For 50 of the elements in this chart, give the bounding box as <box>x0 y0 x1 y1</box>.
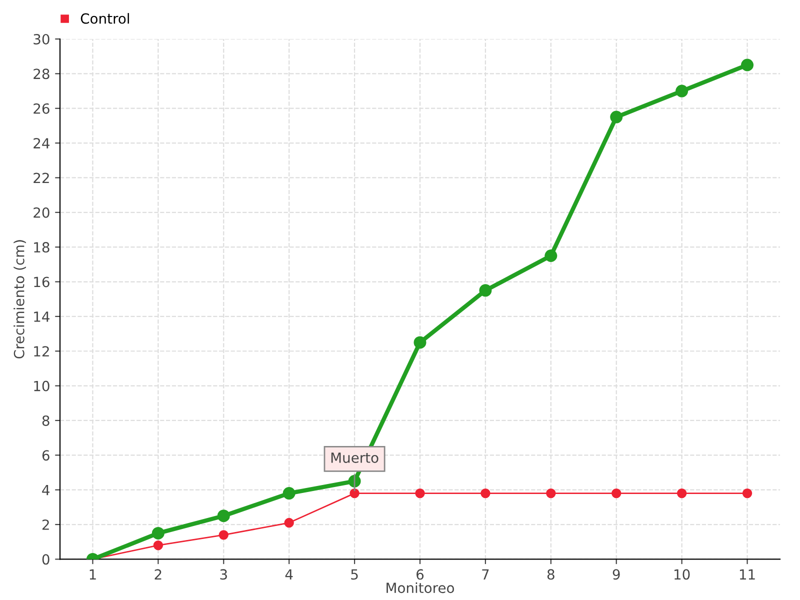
x-tick-label: 6 <box>416 569 424 580</box>
point <box>415 488 425 498</box>
y-tick-label: 14 <box>34 312 50 322</box>
x-tick-label: 3 <box>220 569 227 580</box>
annotation: Muerto <box>331 452 378 463</box>
point <box>741 58 754 72</box>
x-axis-title: Monitoreo <box>386 582 454 594</box>
y-tick-label: 6 <box>42 450 50 461</box>
y-tick-label: 12 <box>34 346 49 356</box>
point <box>610 110 623 124</box>
point <box>546 488 556 498</box>
y-tick-label: 20 <box>34 207 50 218</box>
y-tick-label: 28 <box>34 68 50 80</box>
y-tick-label: 26 <box>34 103 50 114</box>
point <box>544 250 558 262</box>
point <box>676 488 687 498</box>
point <box>217 510 230 522</box>
x-tick-label: 4 <box>285 569 293 580</box>
y-tick-label: 24 <box>34 138 50 148</box>
x-tick-label: 2 <box>154 569 162 580</box>
point <box>218 530 228 540</box>
legend-label: Control <box>80 13 129 24</box>
x-tick-label: 1 <box>90 569 96 580</box>
point <box>480 488 490 498</box>
y-tick-label: 0 <box>42 554 50 565</box>
point <box>612 488 622 498</box>
x-tick-label: 7 <box>482 569 489 580</box>
y-tick-label: 10 <box>34 380 50 392</box>
x-tick-label: 10 <box>674 569 690 580</box>
y-tick-label: 18 <box>34 242 50 253</box>
y-tick-label: 2 <box>42 519 49 530</box>
point <box>414 336 426 349</box>
y-tick-label: 30 <box>34 34 50 44</box>
x-tick-label: 9 <box>612 569 620 580</box>
point <box>282 487 296 500</box>
y-tick-label: 8 <box>42 415 50 426</box>
x-tick-label: 11 <box>740 569 755 580</box>
y-tick-label: 16 <box>34 276 50 288</box>
y-axis-title: Crecimiento (cm) <box>14 240 26 358</box>
point <box>284 518 294 528</box>
point <box>153 540 164 550</box>
point <box>152 526 164 540</box>
y-tick-label: 22 <box>34 172 49 183</box>
y-tick-label: 4 <box>42 484 50 496</box>
x-tick-label: 8 <box>547 569 554 580</box>
point <box>676 84 688 98</box>
point <box>479 284 492 297</box>
point <box>742 488 752 498</box>
point <box>350 488 360 498</box>
x-tick-label: 5 <box>351 569 358 580</box>
